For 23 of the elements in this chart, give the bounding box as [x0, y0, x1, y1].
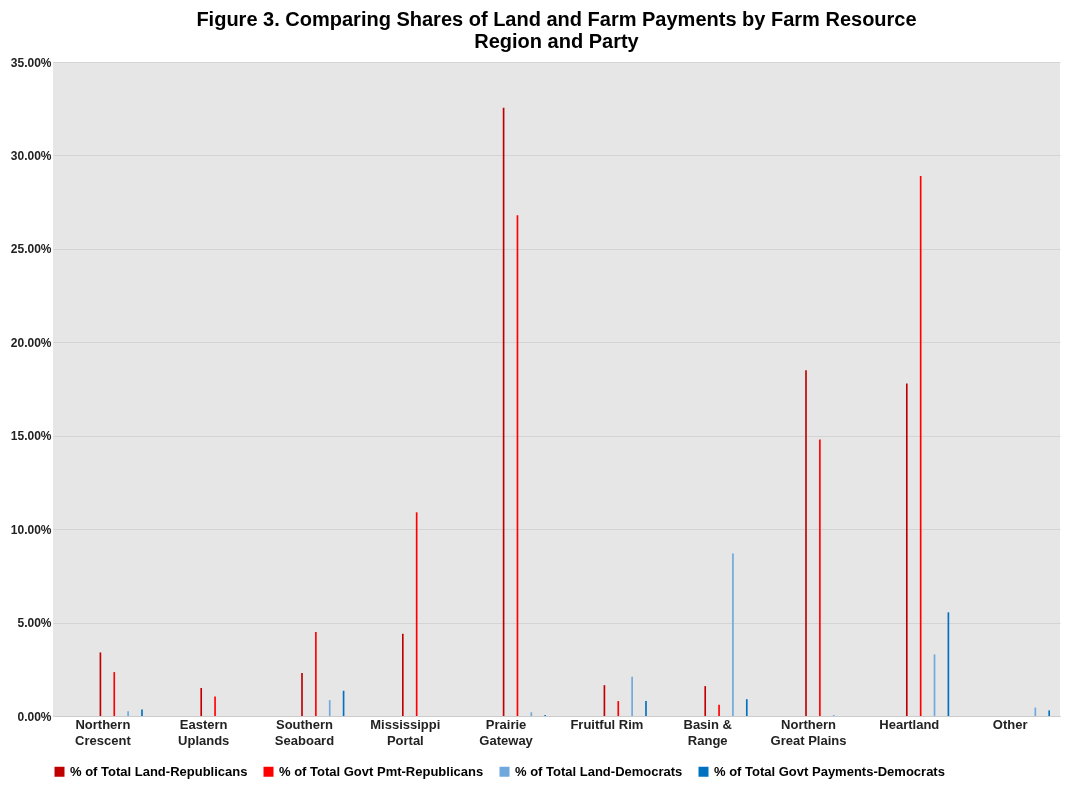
- legend-label: % of Total Land-Republicans: [70, 763, 248, 779]
- y-tick-label: 35.00%: [10, 55, 52, 70]
- legend-label: % of Total Govt Pmt-Republicans: [279, 763, 484, 779]
- x-tick-label: Other: [992, 716, 1028, 732]
- x-tick-label: Prairie Gateway: [479, 716, 534, 748]
- x-tick-label: Fruitful Rim: [570, 716, 644, 732]
- y-tick-label: 5.00%: [17, 616, 52, 631]
- x-tick-label: Northern Great Plains: [770, 716, 847, 748]
- y-tick-label: 25.00%: [10, 242, 52, 257]
- x-tick-label: Heartland: [879, 716, 940, 732]
- y-tick-label: 15.00%: [10, 429, 52, 444]
- legend-label: % of Total Land-Democrats: [515, 763, 683, 779]
- x-tick-label: Eastern Uplands: [178, 716, 230, 748]
- y-tick-label: 10.00%: [10, 522, 52, 537]
- x-tick-label: Southern Seaboard: [274, 716, 335, 748]
- x-tick-label: Basin & Range: [683, 716, 732, 748]
- y-tick-label: 30.00%: [10, 148, 52, 163]
- x-tick-label: Northern Crescent: [75, 716, 132, 748]
- x-tick-label: Mississippi Portal: [370, 716, 441, 748]
- legend-label: % of Total Govt Payments-Democrats: [714, 763, 945, 779]
- chart-title: Figure 3. Comparing Shares of Land and Farm Payments by Farm Resource Region and Party: [196, 8, 917, 52]
- y-tick-label: 20.00%: [10, 335, 52, 350]
- y-tick-label: 0.00%: [17, 709, 52, 724]
